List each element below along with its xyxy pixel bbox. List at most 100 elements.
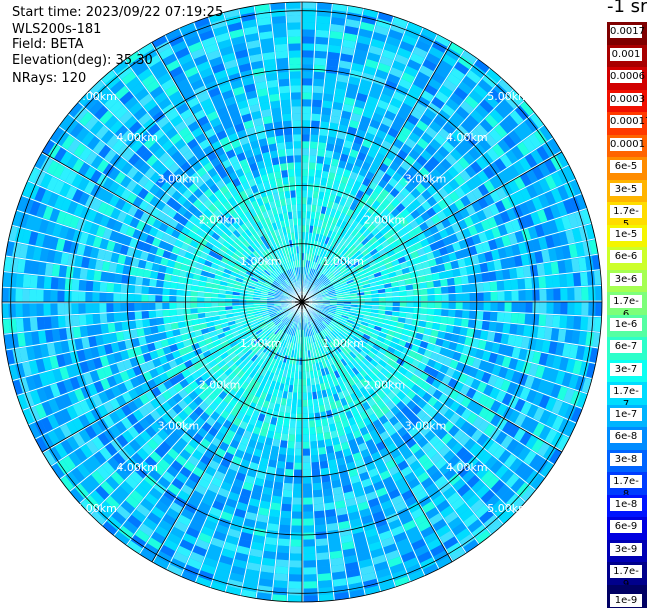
ray-gate [289,427,296,434]
ray-gate [502,323,510,333]
ray-gate [302,190,307,197]
ray-gate [156,280,164,288]
ray-gate [302,358,305,365]
ray-gate [302,57,313,64]
ray-gate [162,310,170,317]
ray-gate [461,319,469,327]
ray-gate [64,291,71,302]
ray-gate [303,518,313,525]
ray-gate [309,169,316,176]
ray-gate [93,281,101,291]
ray-gate [302,8,316,15]
ray-gate [290,546,302,553]
ray-gate [268,516,279,524]
ray-gate [303,400,308,407]
ray-gate [314,413,320,421]
ray-gate [137,328,145,337]
ray-gate [573,273,581,286]
ray-gate [303,491,312,498]
ray-gate [505,302,512,312]
ray-gate [135,320,143,328]
ray-gate [267,523,278,531]
ray-gate [51,277,59,289]
ray-gate [302,106,311,113]
ray-gate [275,573,288,581]
ray-gate [439,324,447,332]
ray-gate [399,307,406,312]
ray-gate [324,87,335,95]
ray-gate [314,177,321,185]
ray-gate [29,304,36,317]
ray-gate [297,400,302,407]
ray-gate [516,325,524,336]
ray-gate [310,141,318,149]
ray-gate [319,587,333,595]
ray-gate [288,441,295,449]
ray-gate [495,270,503,280]
ray-gate [303,477,311,484]
ray-gate [232,302,239,305]
ray-gate [372,298,379,302]
ray-gate [311,128,319,136]
ray-gate [302,183,308,190]
ray-gate [292,519,302,526]
ray-gate [280,518,291,526]
ray-gate [319,135,327,143]
ray-gate [148,303,155,310]
ray-gate [476,311,484,320]
ray-gate [307,385,312,392]
ray-gate [414,296,421,302]
ray-gate [470,293,477,301]
ray-gate [317,9,331,17]
ray-gate [302,218,306,225]
ray-gate [277,552,289,560]
ray-gate [545,276,553,288]
ray-gate [539,302,546,313]
ray-gate [79,280,87,291]
ray-gate [302,50,314,57]
ray-gate [303,456,311,463]
ray-gate [157,325,165,333]
ray-gate [197,297,204,302]
ray-gate [190,291,197,297]
ray-gate [379,298,386,302]
ray-gate [322,482,331,490]
ray-gate [511,291,518,301]
ray-gate [211,307,218,312]
ray-gate [269,509,280,517]
ray-gate [502,269,510,279]
ray-gate [310,434,317,442]
ray-gate [455,310,463,318]
ray-gate [358,299,365,302]
ray-gate [204,303,211,308]
ray-gate [304,553,316,560]
ray-gate [79,315,87,326]
ray-gate [504,291,511,301]
ray-gate [197,308,204,313]
ray-gate [22,304,29,317]
ray-gate [291,532,302,539]
ray-gate [326,143,334,151]
ray-gate [93,314,101,324]
ray-gate [58,278,66,290]
ray-gate [344,299,351,301]
ray-gate [127,303,134,311]
ray-gate [312,476,321,484]
ray-gate [512,302,519,312]
ray-gate [279,532,290,540]
ray-gate [490,282,498,292]
ray-gate [308,406,314,413]
ray-gate [302,92,312,99]
ray-gate [292,505,302,512]
ray-gate [317,156,325,164]
ray-gate [327,523,338,531]
ray-gate [59,265,67,277]
ray-gate [449,294,456,301]
ray-gate [283,483,292,491]
ray-gate [490,312,498,321]
ray-gate [141,286,149,294]
ray-gate [295,442,302,449]
ray-gate [275,566,288,574]
ray-gate [293,491,302,498]
ray-gate [113,293,120,302]
